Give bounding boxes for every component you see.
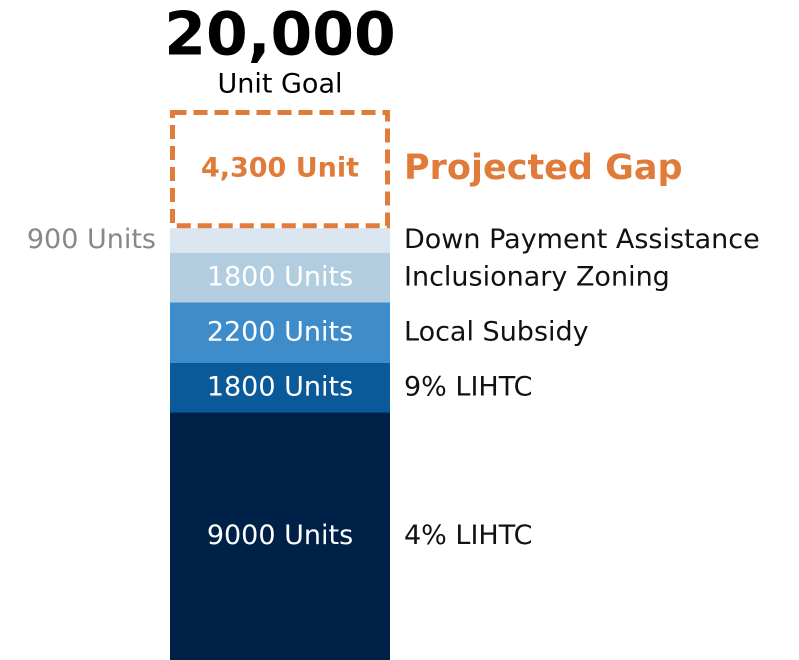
bar-segment xyxy=(170,228,390,253)
value-label: 900 Units xyxy=(27,224,156,255)
series-name: Down Payment Assistance xyxy=(404,224,760,255)
bar-segment xyxy=(170,302,390,363)
value-label: 9000 Units xyxy=(207,520,353,551)
series-name: 9% LIHTC xyxy=(404,371,533,402)
value-label: 2200 Units xyxy=(207,316,353,347)
bar-segment xyxy=(170,363,390,413)
bar-segment xyxy=(170,412,390,660)
gap-box xyxy=(170,110,390,229)
chart-title: 20,000 xyxy=(164,0,396,70)
value-label: 1800 Units xyxy=(207,371,353,402)
value-label: 1800 Units xyxy=(207,261,353,292)
series-name: Projected Gap xyxy=(404,148,683,188)
value-label: 4,300 Unit xyxy=(201,153,359,184)
chart-subtitle: Unit Goal xyxy=(217,69,342,100)
series-name: 4% LIHTC xyxy=(404,520,533,551)
series-name: Inclusionary Zoning xyxy=(404,261,670,292)
bar-segment xyxy=(170,253,390,303)
series-name: Local Subsidy xyxy=(404,316,589,347)
